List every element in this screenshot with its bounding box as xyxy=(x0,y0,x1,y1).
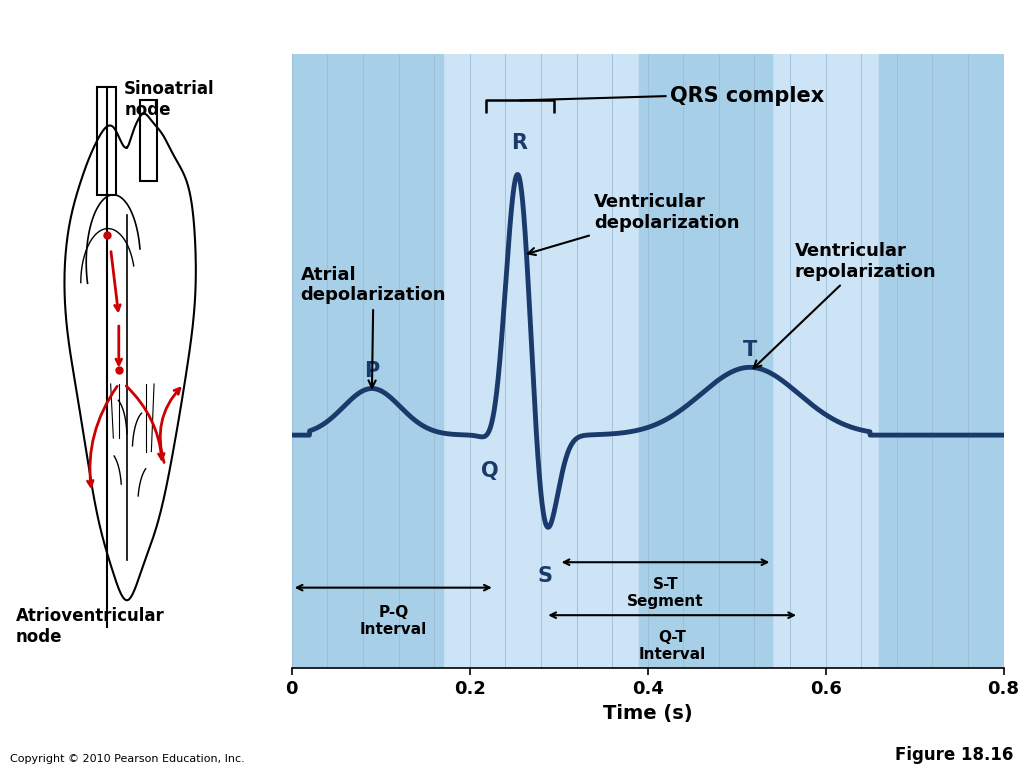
Text: P: P xyxy=(365,361,380,381)
Bar xyxy=(879,54,1004,668)
Text: Q: Q xyxy=(480,461,498,481)
Text: Copyright © 2010 Pearson Education, Inc.: Copyright © 2010 Pearson Education, Inc. xyxy=(10,754,245,764)
Text: Ventricular
depolarization: Ventricular depolarization xyxy=(528,194,739,255)
Bar xyxy=(140,100,157,181)
Text: Ventricular
repolarization: Ventricular repolarization xyxy=(754,242,936,368)
Bar xyxy=(97,87,116,195)
Text: T: T xyxy=(742,340,757,360)
Text: P-Q
Interval: P-Q Interval xyxy=(359,604,427,637)
Text: QRS complex: QRS complex xyxy=(670,86,824,106)
X-axis label: Time (s): Time (s) xyxy=(603,703,692,723)
Text: Figure 18.16: Figure 18.16 xyxy=(895,746,1014,764)
Text: Atrial
depolarization: Atrial depolarization xyxy=(301,266,446,388)
Text: Atrioventricular
node: Atrioventricular node xyxy=(15,607,165,646)
Text: Q-T
Interval: Q-T Interval xyxy=(639,630,707,663)
Bar xyxy=(292,54,443,668)
Text: S-T
Segment: S-T Segment xyxy=(627,577,703,610)
Text: Sinoatrial
node: Sinoatrial node xyxy=(124,80,215,119)
Bar xyxy=(639,54,772,668)
Text: S: S xyxy=(538,567,553,587)
Text: R: R xyxy=(511,134,526,154)
